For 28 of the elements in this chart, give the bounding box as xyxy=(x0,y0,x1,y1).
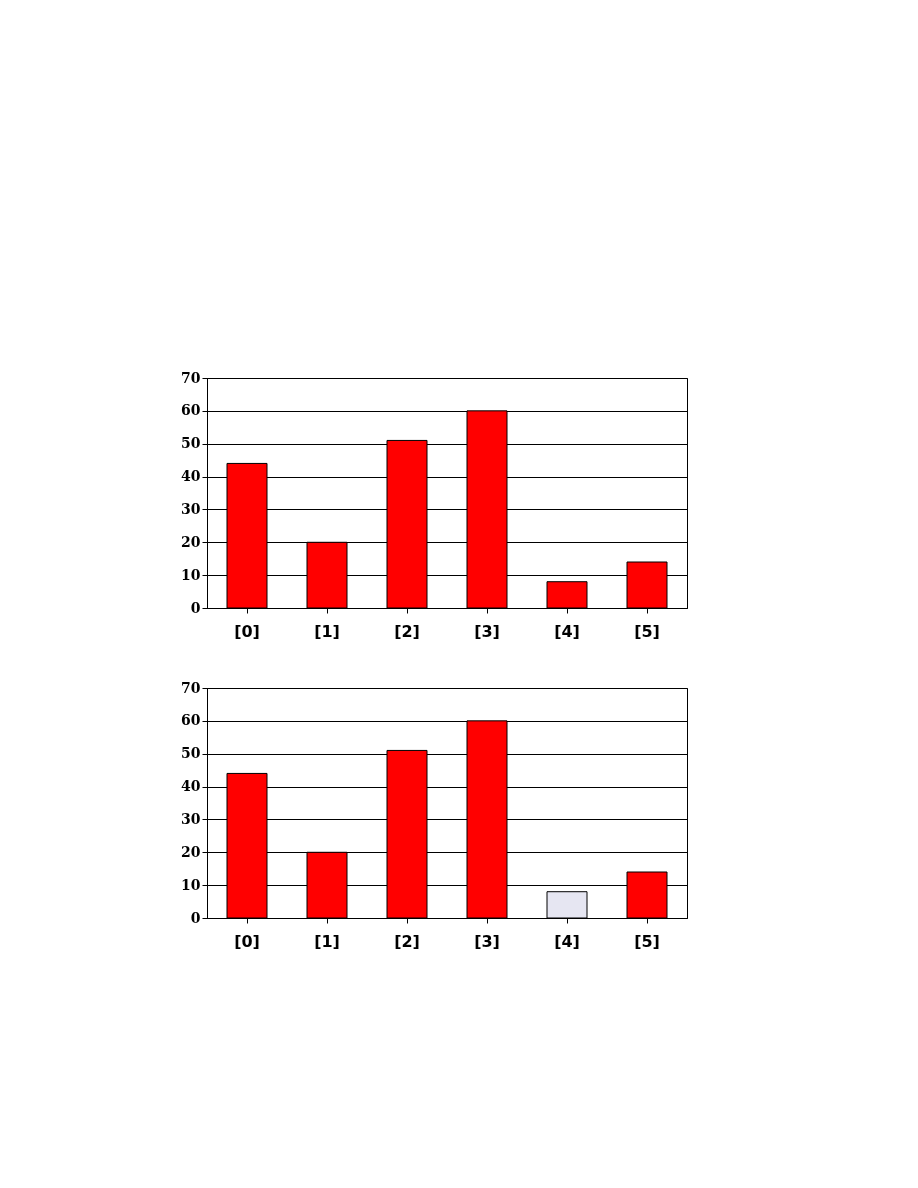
x-tick-label: [4] xyxy=(554,621,580,641)
y-tick-label: 50 xyxy=(181,435,201,452)
x-tick-label: [3] xyxy=(474,621,500,641)
y-tick-label: 10 xyxy=(181,876,201,893)
y-tick-label: 40 xyxy=(181,468,201,485)
x-tick-label: [0] xyxy=(234,931,260,951)
x-tick-label: [5] xyxy=(634,621,660,641)
y-tick-label: 20 xyxy=(181,533,201,550)
y-tick-label: 30 xyxy=(181,500,201,517)
x-tick-label: [1] xyxy=(314,931,340,951)
y-tick-label: 60 xyxy=(181,402,201,419)
x-tick-label: [5] xyxy=(634,931,660,951)
x-tick-label: [1] xyxy=(314,621,340,641)
y-tick-label: 70 xyxy=(181,679,201,696)
x-tick-label: [4] xyxy=(554,931,580,951)
y-tick-label: 70 xyxy=(181,369,201,386)
y-tick-label: 50 xyxy=(181,745,201,762)
y-tick-label: 30 xyxy=(181,810,201,827)
x-tick-label: [2] xyxy=(394,931,420,951)
y-tick-label: 60 xyxy=(181,712,201,729)
y-tick-label: 40 xyxy=(181,778,201,795)
x-tick-label: [0] xyxy=(234,621,260,641)
y-tick-label: 20 xyxy=(181,843,201,860)
x-tick-label: [3] xyxy=(474,931,500,951)
y-tick-label: 0 xyxy=(190,599,201,616)
y-tick-label: 0 xyxy=(190,909,201,926)
y-tick-label: 10 xyxy=(181,566,201,583)
x-tick-label: [2] xyxy=(394,621,420,641)
